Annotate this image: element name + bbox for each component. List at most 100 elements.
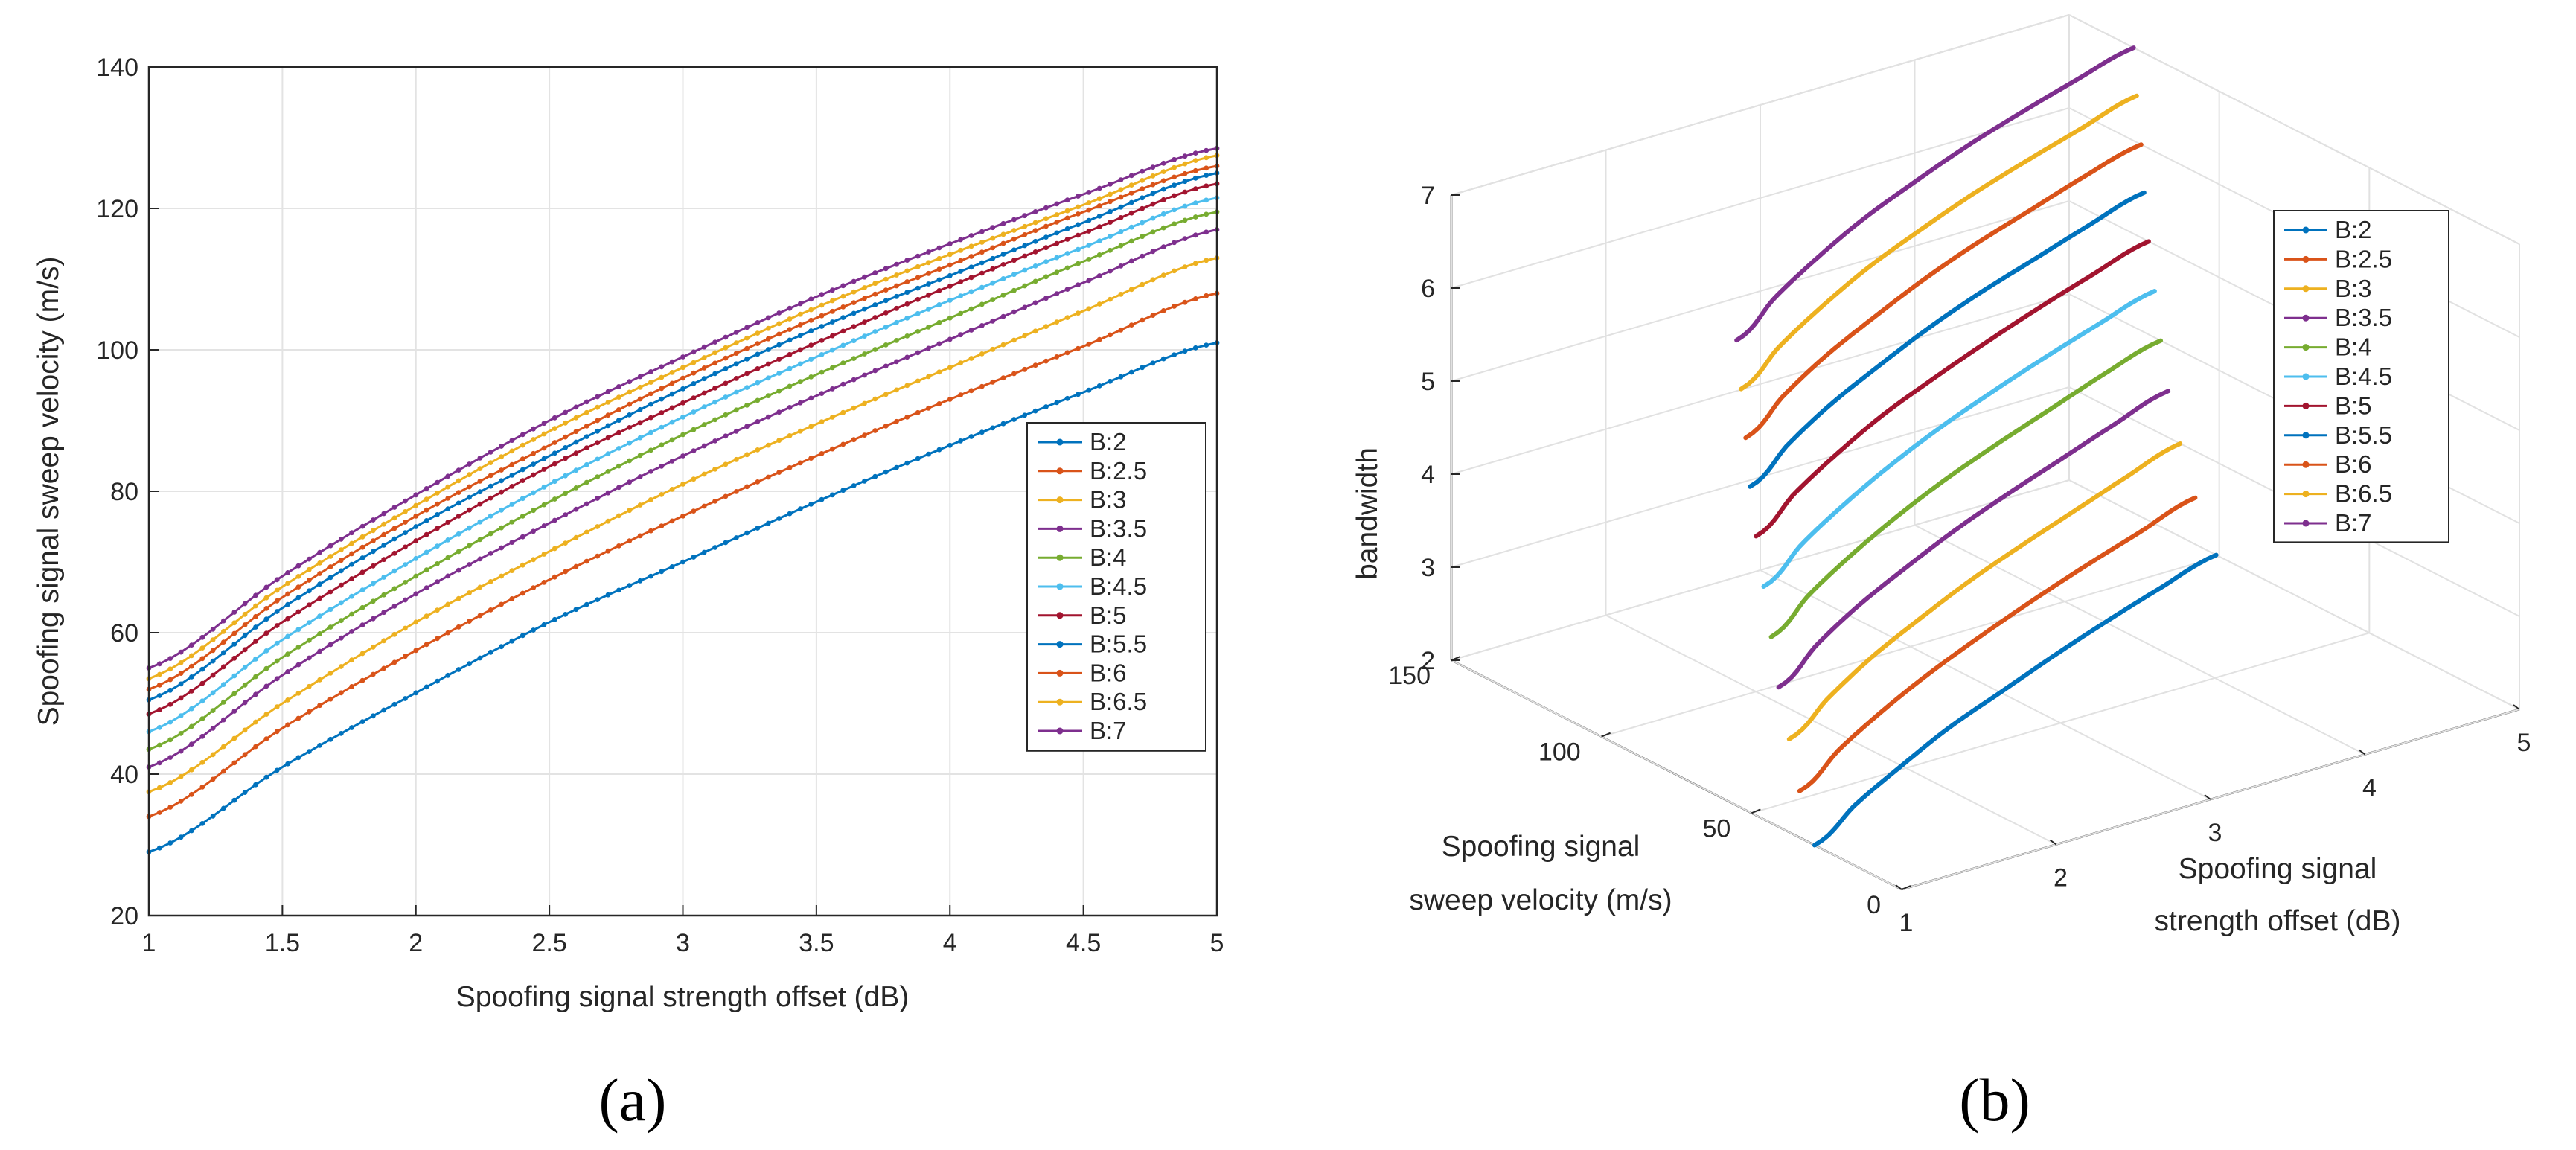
data-point-a — [904, 414, 910, 420]
series-line-b-B-6_5 — [1739, 93, 2139, 392]
data-point-a — [691, 395, 697, 400]
data-point-a — [712, 371, 717, 377]
data-point-a — [435, 526, 440, 531]
data-point-a — [199, 656, 205, 662]
data-point-a — [1000, 231, 1006, 237]
data-point-a — [349, 629, 354, 634]
data-point-a — [391, 631, 397, 637]
legend-label-b: B:2 — [2335, 216, 2372, 243]
data-point-a — [456, 667, 461, 672]
data-point-a — [1140, 186, 1145, 191]
data-point-a — [424, 531, 429, 537]
data-point-a — [1076, 194, 1081, 199]
data-point-a — [1182, 217, 1188, 223]
data-point-a — [370, 538, 376, 544]
data-point-a — [616, 587, 621, 593]
x-tick-label-a: 1 — [142, 929, 156, 957]
data-point-a — [712, 339, 717, 345]
data-point-a — [584, 601, 589, 607]
data-point-a — [584, 434, 589, 439]
data-point-a — [285, 616, 290, 622]
data-point-a — [787, 405, 793, 410]
data-point-a — [520, 590, 525, 596]
data-point-a — [327, 554, 333, 559]
data-point-a — [1096, 214, 1102, 219]
data-point-a — [616, 446, 621, 451]
data-point-a — [1150, 277, 1156, 283]
legend-label-a: B:5 — [1090, 601, 1127, 629]
data-point-a — [1128, 258, 1134, 264]
data-point-a — [413, 573, 419, 579]
data-point-a — [541, 502, 547, 508]
data-point-a — [1054, 240, 1060, 246]
data-point-a — [306, 637, 312, 643]
data-point-a — [1182, 170, 1188, 176]
data-point-a — [691, 476, 697, 482]
data-point-a — [894, 272, 899, 278]
data-point-a — [669, 391, 675, 397]
data-point-a — [381, 665, 387, 671]
data-point-a — [701, 503, 707, 509]
data-point-a — [808, 357, 814, 362]
data-point-a — [573, 429, 579, 435]
x-tick-label-b: 3 — [2208, 819, 2222, 847]
data-point-a — [915, 253, 921, 259]
data-point-a — [733, 361, 739, 367]
data-point-a — [189, 828, 194, 834]
data-point-a — [1118, 204, 1124, 210]
legend-label-b: B:3.5 — [2335, 304, 2392, 331]
data-point-a — [595, 474, 601, 480]
data-point-a — [755, 397, 761, 403]
data-point-a — [797, 379, 803, 385]
data-point-a — [541, 431, 547, 437]
data-point-a — [701, 443, 707, 449]
y-tick-label-a: 100 — [96, 336, 138, 365]
legend-label-a: B:3 — [1090, 486, 1127, 514]
data-point-a — [990, 255, 996, 261]
data-point-a — [253, 613, 258, 619]
data-point-a — [231, 620, 237, 626]
data-point-a — [531, 426, 536, 432]
data-point-a — [947, 336, 953, 342]
data-point-a — [840, 342, 846, 348]
data-point-a — [1204, 147, 1209, 153]
data-point-a — [477, 501, 483, 507]
data-point-a — [349, 725, 354, 730]
legend-entry-b: B:2 — [2284, 216, 2372, 243]
data-point-a — [541, 445, 547, 451]
legend-marker-b — [2302, 520, 2310, 527]
y-tick-label-a: 20 — [110, 902, 138, 930]
data-point-a — [947, 315, 953, 321]
data-point-a — [381, 531, 387, 537]
data-point-a — [499, 454, 504, 460]
data-point-a — [1160, 197, 1166, 202]
floor-gridline-b — [1601, 555, 2219, 738]
data-point-a — [1150, 313, 1156, 318]
data-point-a — [776, 409, 782, 415]
data-point-a — [776, 388, 782, 394]
data-point-a — [797, 322, 803, 328]
data-point-a — [327, 736, 333, 742]
data-point-a — [221, 682, 226, 687]
data-point-a — [648, 380, 653, 385]
data-point-a — [862, 400, 867, 406]
data-point-a — [359, 604, 365, 610]
data-point-a — [733, 428, 739, 434]
data-point-a — [968, 254, 974, 259]
legend-b: B:2B:2.5 B:3B:3.5B:4B:4.5B:5B:5.5B:6B:6.5… — [2273, 210, 2449, 543]
data-point-a — [1172, 268, 1177, 274]
data-point-a — [488, 551, 493, 556]
data-point-a — [424, 567, 429, 573]
data-point-a — [157, 661, 162, 667]
data-point-a — [531, 557, 536, 563]
data-point-a — [403, 530, 408, 536]
data-point-a — [605, 518, 611, 524]
data-point-a — [744, 484, 750, 490]
data-point-a — [659, 424, 665, 430]
data-point-a — [424, 642, 429, 648]
data-point-a — [541, 456, 547, 461]
data-point-a — [1160, 356, 1166, 362]
legend-label-b: B:6.5 — [2335, 480, 2392, 508]
data-point-a — [1054, 220, 1060, 225]
